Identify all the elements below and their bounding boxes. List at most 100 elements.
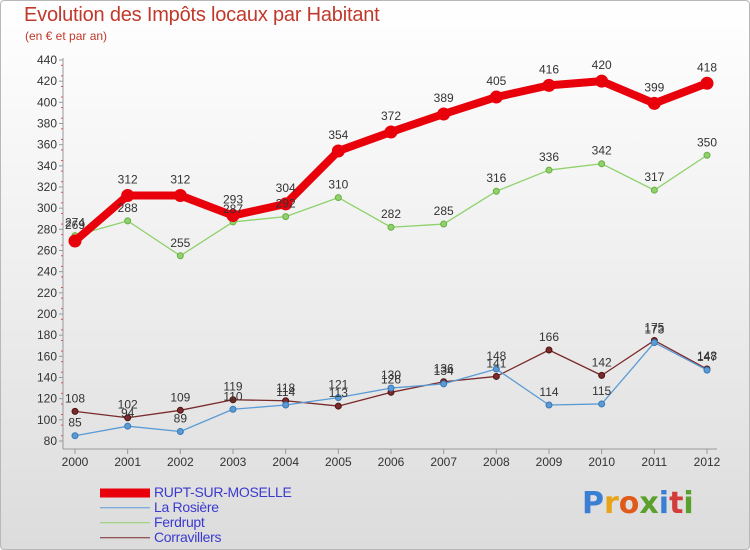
data-point <box>703 366 711 374</box>
legend-label: Corravillers <box>154 529 222 545</box>
data-point <box>437 107 451 121</box>
legend-swatch <box>100 488 150 497</box>
data-point <box>229 396 237 404</box>
data-label: 274 <box>65 216 85 230</box>
y-tick-label: 140 <box>37 371 57 385</box>
y-tick-label: 420 <box>37 74 57 88</box>
data-label: 130 <box>381 368 401 382</box>
data-label: 113 <box>329 386 348 400</box>
y-tick-label: 120 <box>37 392 57 406</box>
data-point <box>542 78 556 92</box>
data-point <box>226 209 240 223</box>
data-point <box>384 125 398 139</box>
x-tick-label: 2005 <box>325 455 352 469</box>
data-point <box>71 407 79 415</box>
data-label: 312 <box>118 172 138 186</box>
data-label: 110 <box>223 389 242 403</box>
data-label: 269 <box>65 218 85 232</box>
data-label: 317 <box>644 170 664 184</box>
data-label: 336 <box>539 150 559 164</box>
data-point <box>282 401 290 409</box>
data-label: 126 <box>381 372 401 386</box>
data-label: 118 <box>276 381 295 395</box>
data-point <box>647 96 661 110</box>
data-label: 134 <box>434 364 454 378</box>
logo-letter: o <box>618 486 640 521</box>
proxiti-logo: Proxiti <box>582 486 694 521</box>
logo-letter: r <box>604 486 619 521</box>
logo-letter: i <box>658 486 670 521</box>
x-tick-label: 2012 <box>694 455 721 469</box>
x-tick-label: 2010 <box>588 455 615 469</box>
data-label: 350 <box>697 135 717 149</box>
y-tick-label: 240 <box>37 265 57 279</box>
data-point <box>650 339 658 347</box>
data-point <box>700 76 714 90</box>
data-label: 420 <box>592 58 612 72</box>
data-label: 114 <box>276 385 295 399</box>
data-point <box>282 213 290 221</box>
data-point <box>173 188 187 202</box>
data-point <box>440 220 448 228</box>
data-point <box>650 186 658 194</box>
data-label: 102 <box>118 398 138 412</box>
data-point <box>71 432 79 440</box>
y-tick-label: 80 <box>44 434 58 448</box>
data-label: 148 <box>697 349 717 363</box>
logo-letter: x <box>639 486 659 521</box>
data-label: 287 <box>223 202 243 216</box>
y-tick-label: 280 <box>37 222 57 236</box>
data-point <box>124 217 132 225</box>
data-label: 114 <box>539 385 558 399</box>
data-label: 312 <box>170 172 190 186</box>
data-label: 85 <box>68 416 82 430</box>
y-tick-label: 100 <box>37 413 57 427</box>
data-label: 416 <box>539 62 559 76</box>
y-tick-label: 380 <box>37 117 57 131</box>
data-label: 115 <box>592 384 611 398</box>
data-label: 405 <box>486 74 506 88</box>
data-point <box>331 144 345 158</box>
legend-swatch <box>100 521 150 524</box>
data-point <box>545 346 553 354</box>
chart-subtitle: (en € et par an) <box>25 29 108 43</box>
data-point <box>545 401 553 409</box>
data-point <box>598 160 606 168</box>
data-label: 292 <box>276 197 296 211</box>
data-point <box>545 166 553 174</box>
x-tick-label: 2001 <box>114 455 141 469</box>
x-tick-label: 2000 <box>62 455 89 469</box>
logo-letter: t <box>669 486 684 521</box>
y-tick-label: 160 <box>37 349 57 363</box>
data-label: 293 <box>223 193 243 207</box>
x-tick-label: 2011 <box>641 455 667 469</box>
data-point <box>492 187 500 195</box>
data-label: 255 <box>170 236 190 250</box>
y-tick-label: 200 <box>37 307 57 321</box>
data-label: 389 <box>434 91 454 105</box>
data-label: 89 <box>174 411 188 425</box>
data-label: 288 <box>118 201 138 215</box>
data-label: 354 <box>328 128 348 142</box>
legend-label: RUPT-SUR-MOSELLE <box>154 484 292 500</box>
data-point <box>387 384 395 392</box>
logo-letter: P <box>582 486 604 521</box>
data-point <box>176 406 184 414</box>
data-point <box>598 371 606 379</box>
data-point <box>492 365 500 373</box>
data-label: 282 <box>381 207 401 221</box>
y-tick-label: 220 <box>37 286 57 300</box>
data-label: 109 <box>170 390 190 404</box>
data-label: 399 <box>644 80 664 94</box>
y-tick-label: 260 <box>37 244 57 258</box>
data-point <box>124 422 132 430</box>
x-tick-label: 2009 <box>536 455 563 469</box>
data-label: 372 <box>381 109 401 123</box>
data-label: 136 <box>434 362 454 376</box>
data-label: 94 <box>121 406 135 420</box>
x-tick-label: 2006 <box>378 455 405 469</box>
data-point <box>440 380 448 388</box>
y-tick-label: 320 <box>37 180 57 194</box>
data-label: 418 <box>697 60 717 74</box>
data-point <box>598 400 606 408</box>
